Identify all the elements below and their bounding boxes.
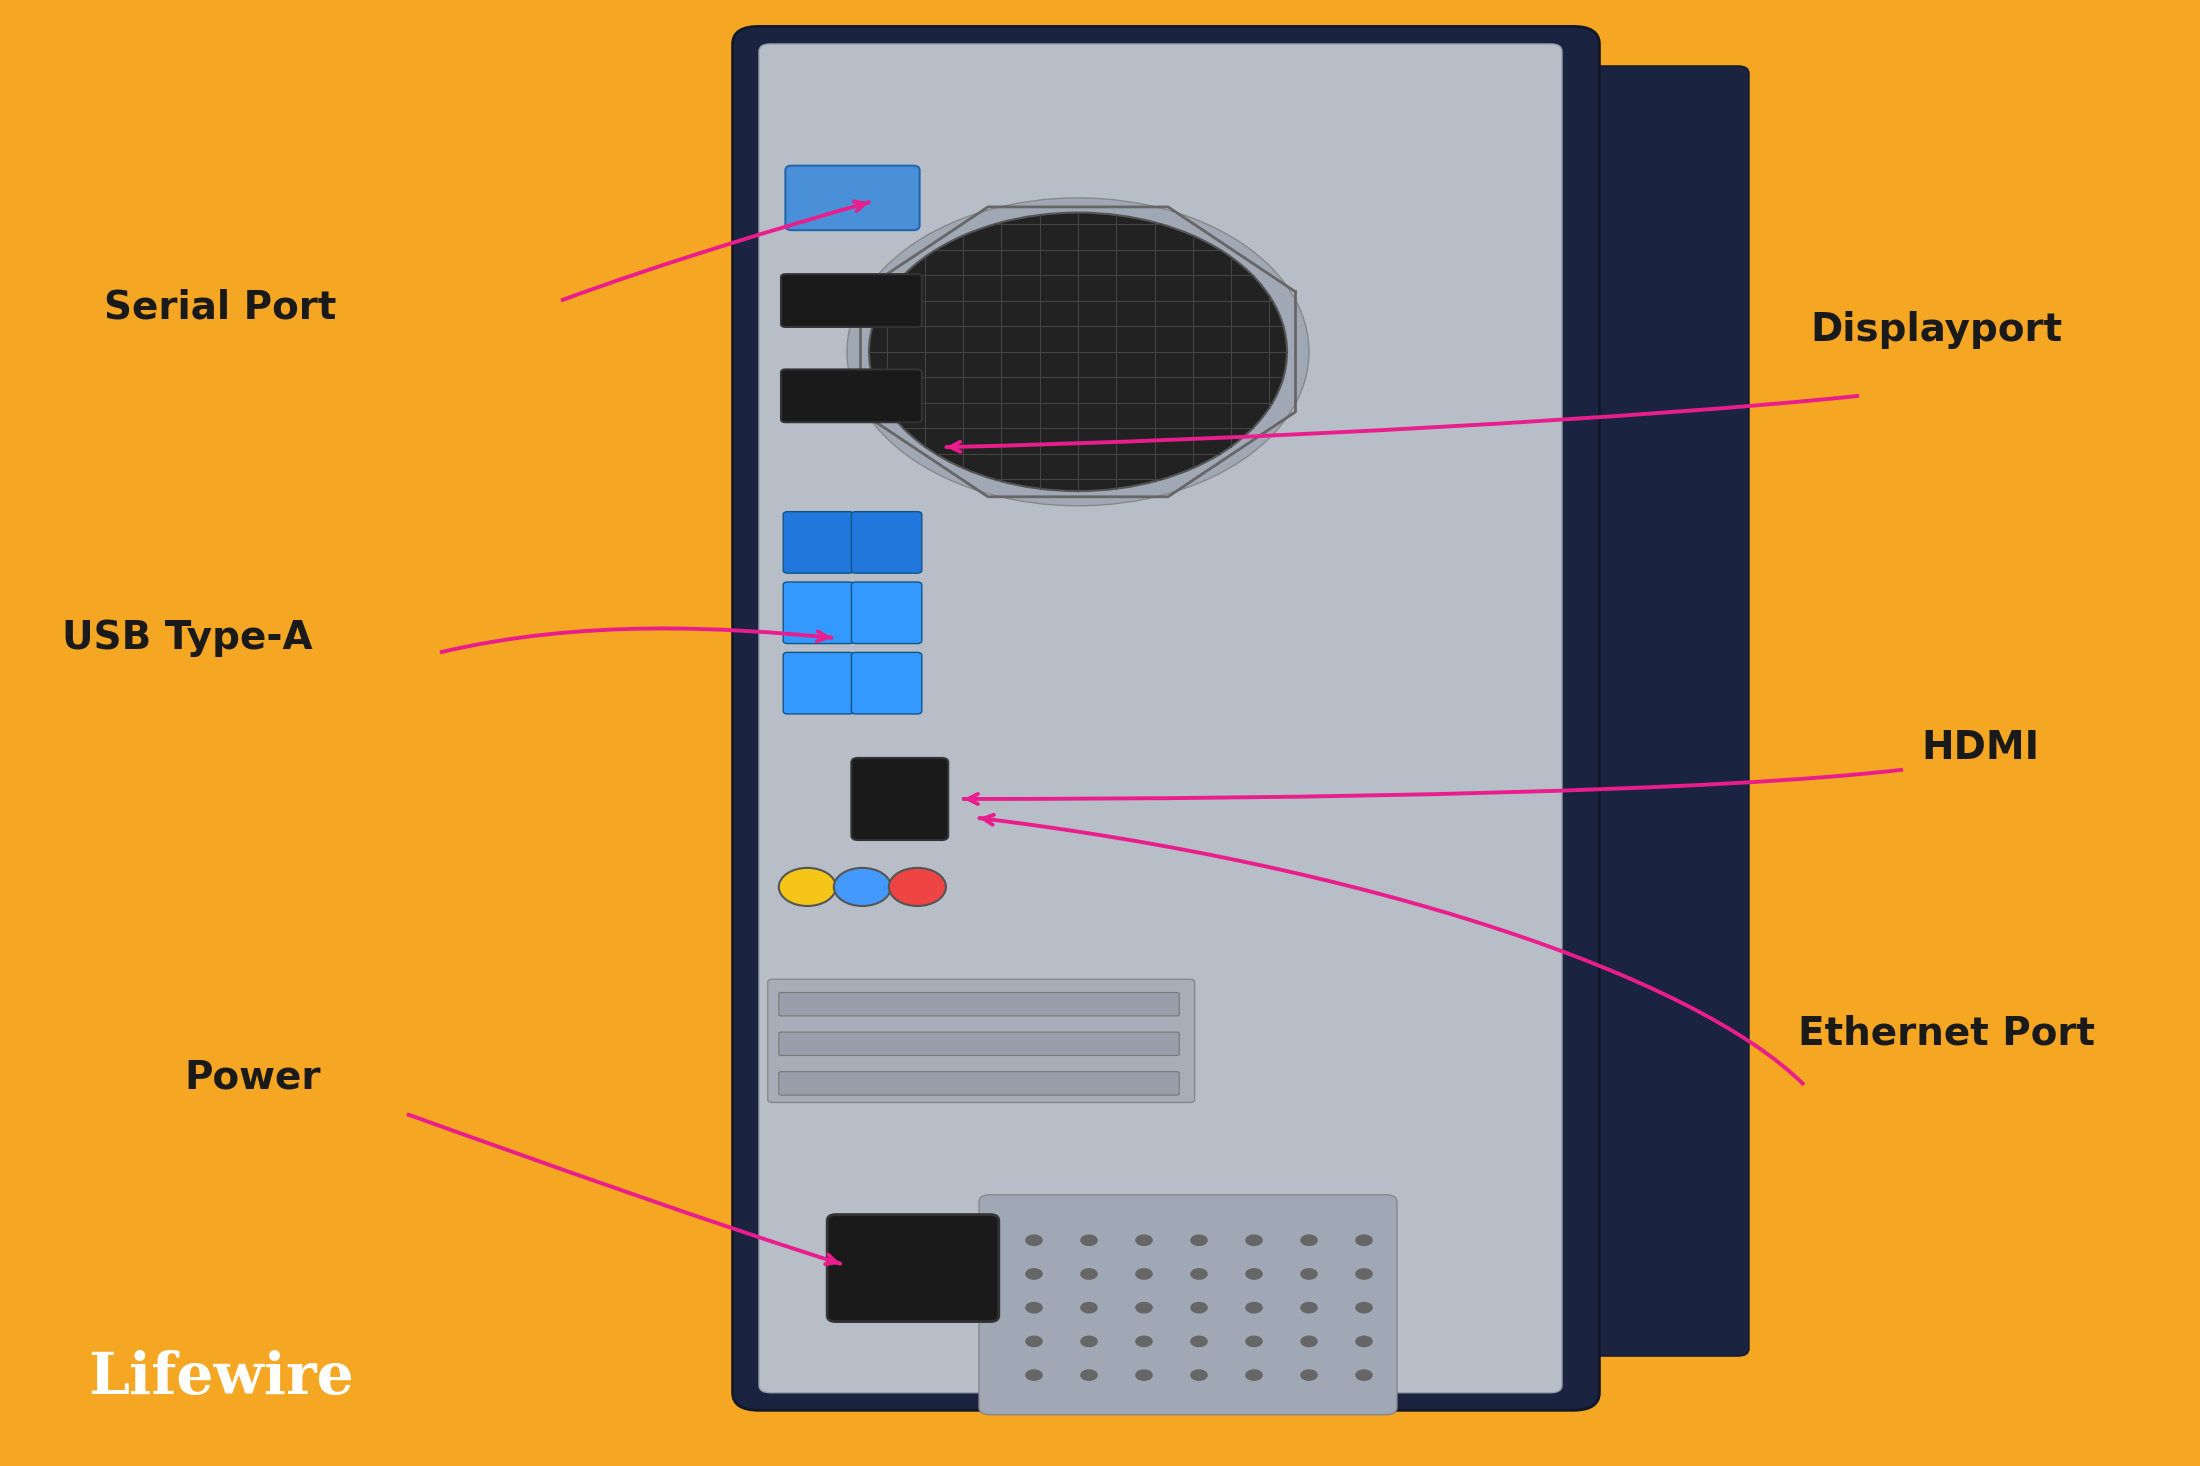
FancyBboxPatch shape (783, 582, 854, 644)
Circle shape (1080, 1369, 1098, 1381)
FancyBboxPatch shape (733, 26, 1599, 1410)
Circle shape (1025, 1369, 1043, 1381)
FancyBboxPatch shape (759, 44, 1562, 1393)
Text: Displayport: Displayport (1811, 311, 2061, 349)
Circle shape (1245, 1369, 1263, 1381)
Circle shape (1025, 1268, 1043, 1280)
FancyBboxPatch shape (851, 758, 948, 840)
Circle shape (1300, 1268, 1318, 1280)
Circle shape (1300, 1336, 1318, 1347)
Circle shape (1190, 1336, 1208, 1347)
Circle shape (1300, 1234, 1318, 1246)
Circle shape (1190, 1302, 1208, 1314)
FancyBboxPatch shape (783, 512, 854, 573)
Circle shape (1355, 1336, 1373, 1347)
Text: USB Type-A: USB Type-A (62, 619, 312, 657)
FancyBboxPatch shape (785, 166, 920, 230)
Circle shape (1135, 1369, 1153, 1381)
FancyBboxPatch shape (851, 582, 922, 644)
Circle shape (1025, 1336, 1043, 1347)
Circle shape (1080, 1268, 1098, 1280)
Circle shape (1355, 1234, 1373, 1246)
Circle shape (1135, 1234, 1153, 1246)
FancyBboxPatch shape (783, 652, 854, 714)
FancyBboxPatch shape (827, 1214, 999, 1322)
Circle shape (1245, 1268, 1263, 1280)
Circle shape (1190, 1369, 1208, 1381)
Text: Lifewire: Lifewire (88, 1350, 354, 1406)
Circle shape (1355, 1302, 1373, 1314)
Circle shape (1025, 1234, 1043, 1246)
FancyBboxPatch shape (781, 369, 922, 422)
FancyBboxPatch shape (781, 274, 922, 327)
Circle shape (1025, 1302, 1043, 1314)
Circle shape (1080, 1336, 1098, 1347)
Circle shape (1080, 1302, 1098, 1314)
Circle shape (1135, 1268, 1153, 1280)
Circle shape (779, 868, 836, 906)
Circle shape (1190, 1234, 1208, 1246)
Circle shape (1245, 1234, 1263, 1246)
FancyBboxPatch shape (1540, 66, 1749, 1356)
Text: Ethernet Port: Ethernet Port (1800, 1014, 2094, 1053)
Circle shape (1355, 1268, 1373, 1280)
Text: Power: Power (185, 1058, 321, 1097)
Circle shape (869, 213, 1287, 491)
FancyBboxPatch shape (779, 1072, 1179, 1095)
Circle shape (889, 868, 946, 906)
Circle shape (1355, 1369, 1373, 1381)
FancyBboxPatch shape (979, 1195, 1397, 1415)
FancyBboxPatch shape (768, 979, 1195, 1102)
FancyBboxPatch shape (779, 1032, 1179, 1056)
Circle shape (1245, 1302, 1263, 1314)
Circle shape (1135, 1336, 1153, 1347)
Circle shape (1190, 1268, 1208, 1280)
Circle shape (1080, 1234, 1098, 1246)
FancyBboxPatch shape (851, 652, 922, 714)
FancyBboxPatch shape (851, 512, 922, 573)
Circle shape (1300, 1369, 1318, 1381)
Text: Serial Port: Serial Port (103, 289, 337, 327)
Circle shape (847, 198, 1309, 506)
Circle shape (834, 868, 891, 906)
Circle shape (1245, 1336, 1263, 1347)
Circle shape (1300, 1302, 1318, 1314)
Text: HDMI: HDMI (1921, 729, 2039, 767)
Circle shape (1135, 1302, 1153, 1314)
FancyBboxPatch shape (779, 992, 1179, 1016)
